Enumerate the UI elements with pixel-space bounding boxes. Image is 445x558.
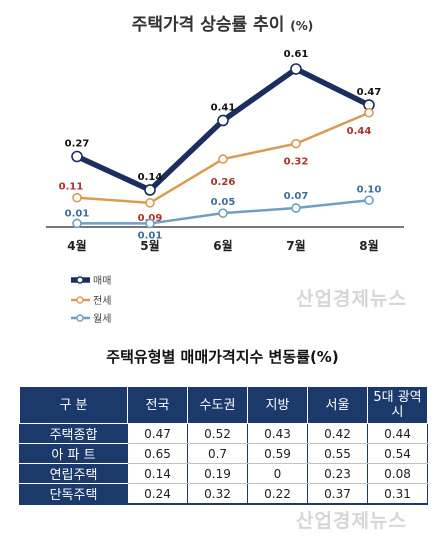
table-title: 주택유형별 매매가격지수 변동률(%) (106, 348, 339, 366)
header-provinces: 지방 (247, 386, 308, 424)
table-cell: 0.32 (187, 483, 248, 505)
chart-unit: (%) (290, 19, 314, 33)
table-cell: 0.19 (187, 463, 248, 484)
data-label: 0.10 (357, 184, 382, 195)
table-cell: 0.52 (187, 423, 248, 444)
legend-label: 월세 (93, 313, 111, 325)
table-cell: 0 (247, 463, 308, 484)
row-label: 연립주택 (19, 463, 128, 484)
table-cell: 0.7 (187, 443, 248, 464)
table-cell: 0.47 (127, 423, 188, 444)
data-point (291, 138, 301, 149)
table-cell: 0.08 (367, 463, 428, 484)
table-cell: 0.65 (127, 443, 188, 464)
row-label: 아 파 트 (19, 443, 128, 464)
header-nationwide: 전국 (127, 386, 188, 424)
data-point (217, 114, 229, 127)
data-label: 0.41 (211, 102, 236, 113)
chart-title: 주택가격 상승률 추이 (%) (0, 10, 445, 35)
data-point (71, 150, 83, 163)
data-label: 0.26 (211, 177, 236, 188)
data-label: 0.01 (138, 230, 163, 241)
x-tick-label: 6월 (213, 238, 232, 253)
table-cell: 0.59 (247, 443, 308, 464)
table-cell: 0.54 (367, 443, 428, 464)
header-metro-cities: 5대 광역시 (367, 386, 428, 424)
data-point (290, 63, 302, 75)
data-label: 0.11 (59, 182, 84, 193)
data-point (145, 218, 155, 229)
legend-marker (76, 314, 84, 322)
data-point (291, 203, 301, 213)
legend-marker (76, 276, 84, 284)
table-row: 단독주택 0.24 0.32 0.22 0.37 0.31 (19, 483, 428, 505)
data-label: 0.14 (138, 172, 163, 183)
table-cell: 0.37 (307, 483, 368, 505)
x-tick-label: 8월 (359, 238, 378, 253)
line-chart: 4월 5월 6월 7월 8월 0.27 0.14 0.41 0.61 0.47 0.11 0.09 0.… (46, 49, 404, 325)
table-cell: 0.24 (127, 483, 188, 505)
table-header-row: 구 분 전국 수도권 지방 서울 5대 광역시 (19, 386, 428, 424)
x-tick-label: 7월 (286, 238, 305, 253)
data-label: 0.07 (284, 191, 309, 202)
data-point (72, 218, 82, 229)
data-point (144, 184, 156, 196)
data-point (364, 195, 374, 206)
data-label: 0.05 (211, 197, 236, 208)
data-label: 0.27 (65, 139, 90, 150)
data-label: 0.01 (65, 208, 90, 219)
header-seoul: 서울 (307, 386, 368, 424)
table-row: 주택종합 0.47 0.52 0.43 0.42 0.44 (19, 423, 428, 444)
table-cell: 0.55 (307, 443, 368, 464)
legend-marker (76, 296, 84, 304)
table-row: 연립주택 0.14 0.19 0 0.23 0.08 (19, 463, 428, 484)
table-cell: 0.22 (247, 483, 308, 505)
data-point (145, 198, 155, 208)
table-cell: 0.14 (127, 463, 188, 484)
x-tick-label: 5월 (140, 238, 159, 253)
data-label: 0.44 (347, 126, 372, 137)
legend-label: 매매 (93, 275, 111, 287)
row-label: 주택종합 (19, 423, 128, 444)
legend-label: 전세 (93, 295, 111, 307)
data-label: 0.32 (284, 157, 309, 168)
data-point (218, 154, 228, 164)
data-label: 0.61 (284, 49, 309, 60)
table-row: 아 파 트 0.65 0.7 0.59 0.55 0.54 (19, 443, 428, 464)
watermark: 산업경제뉴스 (296, 510, 407, 532)
chart-title-text: 주택가격 상승률 추이 (131, 15, 285, 35)
x-tick-label: 4월 (67, 238, 86, 253)
data-point (218, 208, 228, 218)
data-point (72, 192, 82, 203)
header-category: 구 분 (19, 386, 128, 424)
series-line-1 (75, 66, 371, 193)
header-capital-area: 수도권 (187, 386, 248, 424)
table-cell: 0.42 (307, 423, 368, 444)
row-label: 단독주택 (19, 483, 128, 505)
data-label: 0.47 (357, 87, 382, 98)
watermark: 산업경제뉴스 (296, 288, 407, 310)
table-cell: 0.43 (247, 423, 308, 444)
data-point (364, 107, 374, 118)
price-change-table: 구 분 전국 수도권 지방 서울 5대 광역시 주택종합 0.47 0.52 0… (19, 386, 428, 505)
table-cell: 0.44 (367, 423, 428, 444)
table-cell: 0.23 (307, 463, 368, 484)
data-label: 0.09 (138, 213, 163, 224)
table-cell: 0.31 (367, 483, 428, 505)
